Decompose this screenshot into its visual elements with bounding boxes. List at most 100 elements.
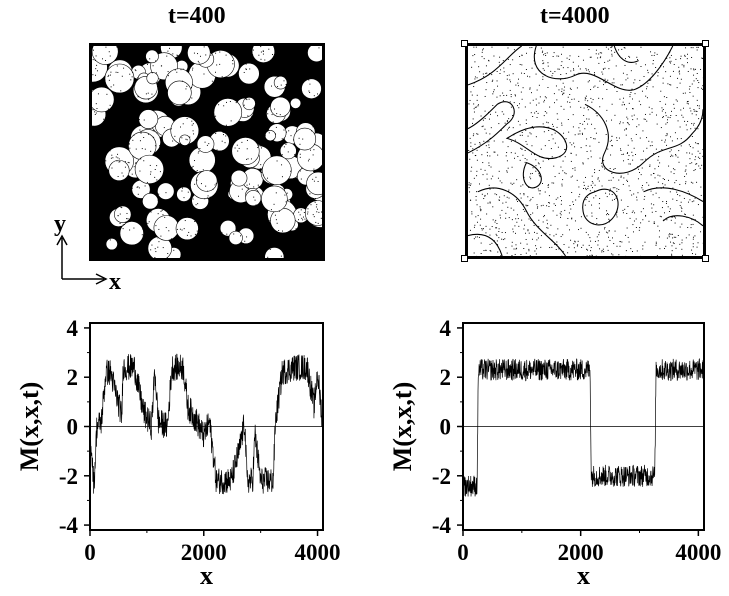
speckle (685, 169, 687, 171)
speckle (510, 106, 512, 108)
speckle (510, 207, 512, 209)
speckle (235, 249, 237, 251)
speckle (508, 189, 510, 191)
speckle (672, 187, 674, 189)
speckle (111, 154, 113, 156)
droplet (138, 109, 159, 129)
speckle (260, 164, 262, 166)
speckle (680, 55, 682, 57)
speckle (307, 213, 309, 215)
speckle (241, 141, 243, 143)
speckle (605, 120, 607, 122)
speckle (485, 89, 487, 91)
speckle (598, 234, 600, 236)
speckle (651, 211, 653, 213)
speckle (557, 118, 559, 120)
speckle (693, 110, 695, 112)
speckle (116, 118, 118, 120)
speckle (119, 213, 121, 215)
speckle (529, 132, 531, 134)
speckle (590, 97, 592, 99)
speckle (232, 81, 234, 82)
speckle (223, 213, 225, 215)
speckle (670, 156, 672, 158)
speckle (469, 99, 471, 101)
speckle (476, 133, 478, 135)
speckle (491, 46, 493, 48)
speckle (590, 150, 592, 152)
speckle (525, 252, 527, 254)
droplet (228, 230, 243, 245)
speckle (563, 108, 565, 110)
speckle (583, 107, 585, 109)
speckle (285, 143, 287, 145)
corner-handle-bl[interactable] (461, 255, 468, 262)
speckle (640, 159, 642, 161)
speckle (626, 74, 628, 76)
speckle (696, 46, 698, 48)
speckle (696, 99, 698, 101)
speckle (675, 99, 677, 101)
speckle (578, 127, 580, 129)
speckle (491, 80, 493, 82)
speckle (100, 200, 102, 202)
speckle (700, 231, 702, 233)
speckle (492, 219, 494, 221)
speckle (621, 154, 623, 155)
speckle (560, 166, 562, 168)
speckle (167, 71, 169, 73)
speckle (535, 165, 537, 167)
speckle (538, 102, 540, 104)
speckle (529, 176, 531, 178)
speckle (680, 201, 682, 203)
speckle (655, 192, 657, 194)
speckle (279, 114, 281, 116)
speckle (598, 203, 600, 205)
corner-handle-br[interactable] (702, 255, 709, 262)
speckle (511, 219, 513, 221)
domain-wall (582, 188, 619, 226)
speckle (249, 50, 251, 52)
speckle (276, 160, 278, 162)
speckle (588, 69, 590, 71)
speckle (603, 68, 605, 70)
speckle (290, 135, 292, 137)
corner-handle-tl[interactable] (461, 40, 468, 47)
snapshot-t400 (89, 43, 325, 261)
speckle (235, 47, 237, 49)
speckle (140, 158, 142, 160)
speckle (260, 147, 262, 149)
speckle (149, 173, 151, 175)
speckle (636, 196, 638, 198)
speckle (640, 211, 642, 213)
speckle (596, 223, 598, 225)
speckle (491, 74, 493, 76)
speckle (141, 234, 143, 236)
speckle (675, 154, 677, 155)
speckle (215, 250, 217, 252)
speckle (658, 197, 660, 199)
speckle (693, 122, 695, 124)
speckle (547, 87, 549, 88)
speckle (546, 219, 548, 221)
speckle (626, 153, 628, 155)
speckle (544, 191, 546, 193)
speckle (471, 66, 473, 68)
speckle (175, 147, 177, 149)
speckle (489, 202, 491, 204)
speckle (667, 116, 669, 118)
speckle (537, 206, 539, 208)
speckle (274, 75, 276, 77)
corner-handle-tr[interactable] (702, 40, 709, 47)
speckle (479, 142, 481, 144)
speckle (556, 214, 558, 216)
speckle (306, 116, 308, 118)
speckle (548, 126, 550, 128)
speckle (230, 85, 232, 87)
speckle (632, 231, 634, 233)
speckle (100, 210, 102, 212)
speckle (478, 236, 480, 238)
speckle (271, 85, 273, 87)
speckle (107, 75, 109, 77)
speckle (694, 219, 696, 221)
